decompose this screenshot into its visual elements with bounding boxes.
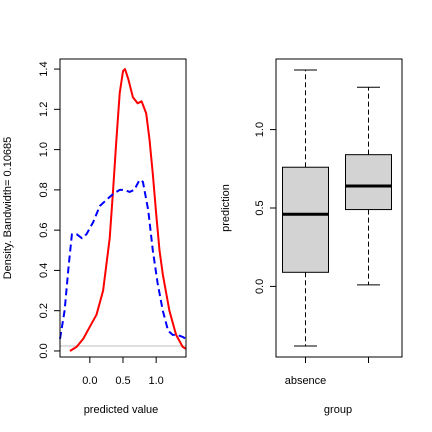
box-iqr — [282, 166, 329, 273]
density-panel: 0.0 0.5 1.0 0.0 0.2 0.4 0.6 0.8 1.0 1.2 1.4 predi… — [2, 58, 187, 416]
density-y-tick-label: 1.4 — [38, 61, 50, 76]
density-line-2 — [59, 178, 187, 340]
density-x-axis-label: predicted value — [84, 404, 159, 416]
density-line-1 — [69, 68, 187, 352]
boxplot-x-axis-label: group — [324, 404, 352, 416]
density-x-tick-label: 0.5 — [115, 375, 130, 387]
boxplot-x-axis: absence — [285, 356, 369, 387]
density-y-tick-label: 0.2 — [38, 303, 50, 318]
boxplot-x-tick-label: absence — [285, 375, 327, 387]
density-y-tick-label: 0.0 — [38, 343, 50, 358]
density-y-axis: 0.0 0.2 0.4 0.6 0.8 1.0 1.2 1.4 — [38, 61, 61, 359]
density-lines — [59, 68, 187, 352]
boxplot-y-tick-label: 1.0 — [254, 122, 266, 137]
boxplot-panel: absence 0.0 0.5 1.0 group prediction — [220, 58, 403, 416]
density-y-tick-label: 0.8 — [38, 182, 50, 197]
box-group-1 — [282, 69, 329, 347]
boxplot-y-axis-label: prediction — [220, 184, 232, 232]
density-y-tick-label: 0.6 — [38, 223, 50, 238]
boxplot-y-tick-label: 0.0 — [254, 279, 266, 294]
density-y-tick-label: 1.2 — [38, 102, 50, 117]
boxplot-y-axis: 0.0 0.5 1.0 — [254, 122, 277, 294]
density-y-axis-label: Density. Bandwidth= 0.10685 — [2, 137, 14, 280]
box-group-2 — [345, 86, 392, 286]
density-plot-box — [59, 58, 187, 358]
boxplot-y-tick-label: 0.5 — [254, 200, 266, 215]
density-y-tick-label: 1.0 — [38, 142, 50, 157]
density-x-axis: 0.0 0.5 1.0 — [82, 356, 164, 387]
box-iqr — [345, 154, 392, 211]
density-x-tick-label: 0.0 — [82, 375, 97, 387]
density-y-tick-label: 0.4 — [38, 263, 50, 278]
density-x-tick-label: 1.0 — [149, 375, 164, 387]
boxplot-boxes — [282, 69, 392, 347]
